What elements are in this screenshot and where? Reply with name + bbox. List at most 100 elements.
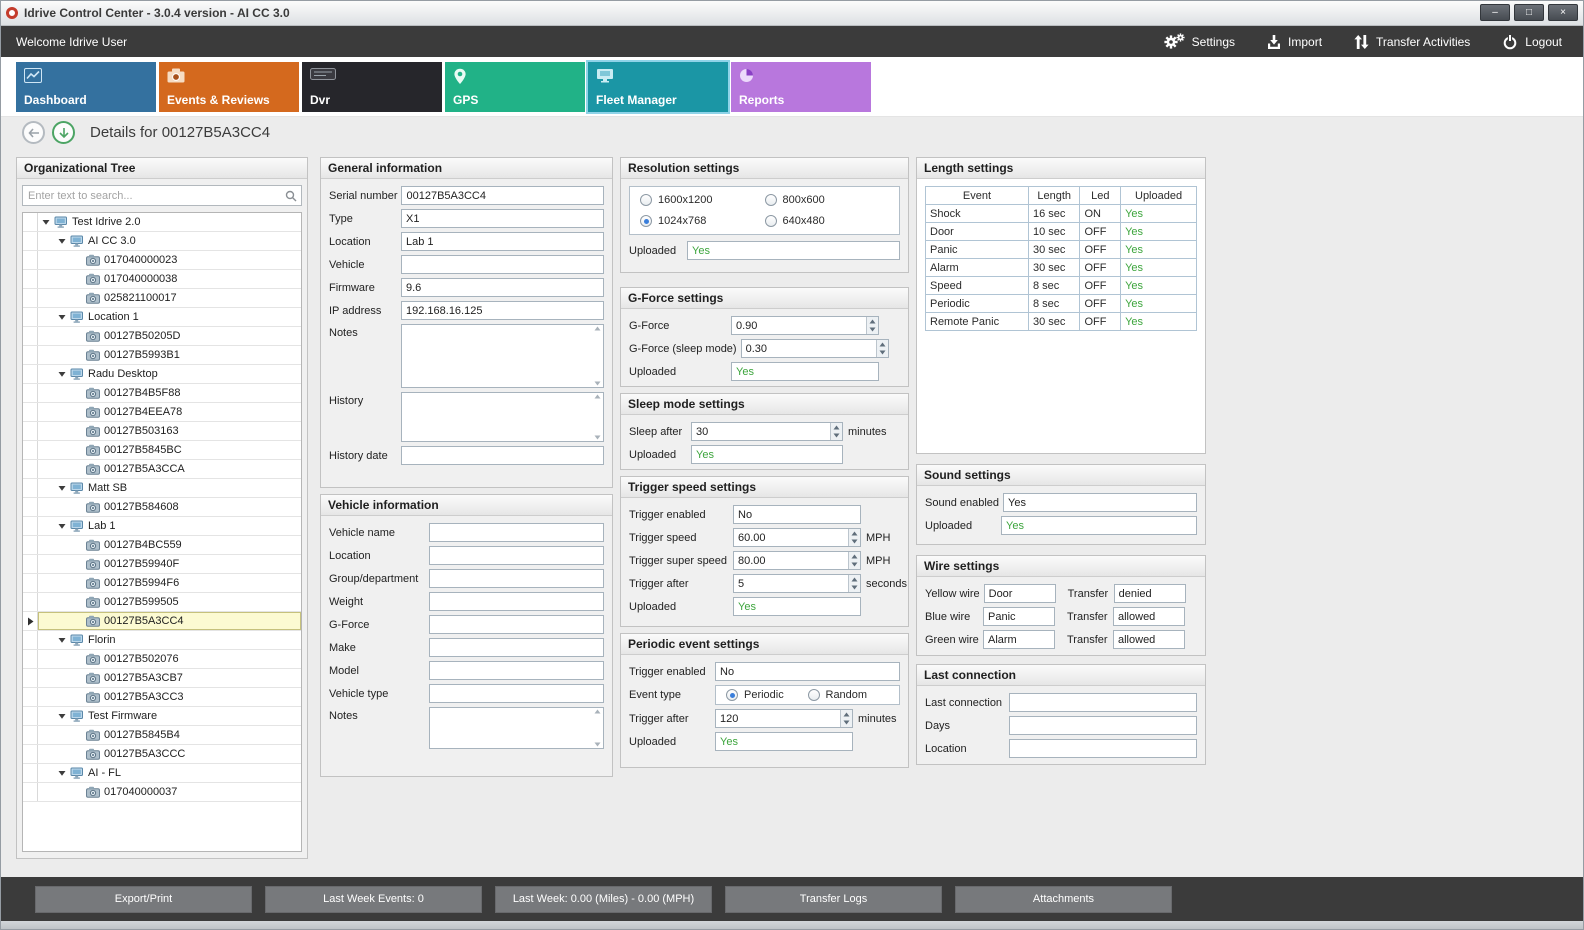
logout-button[interactable]: Logout	[1502, 34, 1562, 50]
tree-node[interactable]: 00127B5993B1	[23, 346, 301, 365]
tree-node[interactable]: AI CC 3.0	[23, 232, 301, 251]
periodic-after-input[interactable]	[715, 709, 853, 728]
tree-node[interactable]: 017040000023	[23, 251, 301, 270]
expand-collapse-icon[interactable]	[42, 218, 50, 226]
length-table-row[interactable]: Alarm 30 sec OFF Yes	[925, 258, 1197, 277]
firmware-input[interactable]	[401, 278, 604, 297]
length-table-row[interactable]: Panic 30 sec OFF Yes	[925, 240, 1197, 259]
tree-node[interactable]: 00127B5A3CB7	[23, 669, 301, 688]
history-textarea[interactable]	[401, 392, 604, 442]
radio-random[interactable]: Random	[807, 689, 890, 701]
tree-node[interactable]: 017040000038	[23, 270, 301, 289]
tree-node[interactable]: Radu Desktop	[23, 365, 301, 384]
trigger-enabled-input[interactable]	[733, 505, 861, 524]
days-input[interactable]	[1009, 716, 1197, 735]
notes-textarea[interactable]	[401, 324, 604, 388]
last-location-input[interactable]	[1009, 739, 1197, 758]
tree-node[interactable]: 00127B59940F	[23, 555, 301, 574]
sound-enabled-input[interactable]	[1003, 493, 1197, 512]
expand-collapse-icon[interactable]	[58, 313, 66, 321]
bottom-bar-button[interactable]: Transfer Logs	[725, 885, 942, 913]
expand-collapse-icon[interactable]	[58, 237, 66, 245]
vehicle-location-input[interactable]	[429, 546, 604, 565]
expand-collapse-icon[interactable]	[58, 636, 66, 644]
length-table-row[interactable]: Speed 8 sec OFF Yes	[925, 276, 1197, 295]
gforce-input[interactable]	[731, 316, 879, 335]
location-input[interactable]	[401, 232, 604, 251]
expand-collapse-icon[interactable]	[58, 769, 66, 777]
periodic-enabled-input[interactable]	[715, 662, 900, 681]
tile-dvr[interactable]: Dvr	[302, 62, 442, 112]
wire-event-input[interactable]	[983, 607, 1055, 626]
wire-transfer-input[interactable]	[1113, 630, 1185, 649]
serial-number-input[interactable]	[401, 186, 604, 205]
expand-collapse-icon[interactable]	[58, 522, 66, 530]
bottom-bar-button[interactable]: Last Week Events: 0	[265, 885, 482, 913]
sound-uploaded-input[interactable]	[1001, 516, 1197, 535]
spin-buttons[interactable]	[848, 552, 860, 569]
tree-node[interactable]: 00127B5994F6	[23, 574, 301, 593]
tree-node[interactable]: 00127B5845B4	[23, 726, 301, 745]
tree-node[interactable]: 00127B502076	[23, 650, 301, 669]
spin-buttons[interactable]	[848, 529, 860, 546]
settings-button[interactable]: Settings	[1163, 33, 1235, 50]
tree-node[interactable]: Florin	[23, 631, 301, 650]
sleep-uploaded-input[interactable]	[691, 445, 843, 464]
spin-buttons[interactable]	[866, 317, 878, 334]
close-button[interactable]: ×	[1548, 4, 1578, 21]
maximize-button[interactable]: □	[1514, 4, 1544, 21]
trigger-uploaded-input[interactable]	[733, 597, 861, 616]
tree-node[interactable]: 00127B503163	[23, 422, 301, 441]
tree-node[interactable]: Test Idrive 2.0	[23, 213, 301, 232]
tile-events-reviews[interactable]: Events & Reviews	[159, 62, 299, 112]
trigger-after-input[interactable]	[733, 574, 861, 593]
expand-collapse-icon[interactable]	[58, 370, 66, 378]
ip-address-input[interactable]	[401, 301, 604, 320]
tree-node[interactable]: Test Firmware	[23, 707, 301, 726]
tree-node[interactable]: 00127B599505	[23, 593, 301, 612]
history-date-input[interactable]	[401, 446, 604, 465]
back-button[interactable]	[22, 121, 45, 144]
tree-node[interactable]: 00127B50205D	[23, 327, 301, 346]
tree-node[interactable]: 00127B4EEA78	[23, 403, 301, 422]
tile-fleet-manager[interactable]: Fleet Manager	[586, 60, 730, 114]
vehicle-name-input[interactable]	[429, 523, 604, 542]
tile-gps[interactable]: GPS	[445, 62, 585, 112]
trigger-super-speed-input[interactable]	[733, 551, 861, 570]
type-input[interactable]	[401, 209, 604, 228]
tree-node[interactable]: Location 1	[23, 308, 301, 327]
tree-node[interactable]: 00127B5A3CCC	[23, 745, 301, 764]
radio-1024x768[interactable]: 1024x768	[640, 215, 765, 227]
tree-node[interactable]: 00127B5845BC	[23, 441, 301, 460]
gforce-sleep-input[interactable]	[740, 339, 889, 358]
expand-collapse-icon[interactable]	[58, 712, 66, 720]
bottom-bar-button[interactable]: Attachments	[955, 885, 1172, 913]
wire-transfer-input[interactable]	[1113, 607, 1185, 626]
expand-collapse-icon[interactable]	[58, 484, 66, 492]
bottom-bar-button[interactable]: Export/Print	[35, 885, 252, 913]
bottom-bar-button[interactable]: Last Week: 0.00 (Miles) - 0.00 (MPH)	[495, 885, 712, 913]
model-input[interactable]	[429, 661, 604, 680]
radio-1600x1200[interactable]: 1600x1200	[640, 194, 765, 206]
tree-node[interactable]: Matt SB	[23, 479, 301, 498]
minimize-button[interactable]: –	[1480, 4, 1510, 21]
periodic-uploaded-input[interactable]	[715, 732, 853, 751]
radio-640x480[interactable]: 640x480	[764, 215, 890, 227]
transfer-activities-button[interactable]: Transfer Activities	[1354, 34, 1470, 50]
import-button[interactable]: Import	[1267, 34, 1322, 50]
vehicle-type-input[interactable]	[429, 684, 604, 703]
spin-buttons[interactable]	[840, 710, 852, 727]
spin-buttons[interactable]	[875, 340, 888, 357]
spin-buttons[interactable]	[830, 423, 842, 440]
gforce-uploaded-input[interactable]	[731, 362, 879, 381]
tile-dashboard[interactable]: Dashboard	[16, 62, 156, 112]
resolution-uploaded-input[interactable]	[687, 241, 900, 260]
wire-transfer-input[interactable]	[1113, 584, 1186, 603]
make-input[interactable]	[429, 638, 604, 657]
tree-node[interactable]: 025821100017	[23, 289, 301, 308]
trigger-speed-input[interactable]	[733, 528, 861, 547]
tree-node[interactable]: Lab 1	[23, 517, 301, 536]
length-table-row[interactable]: Periodic 8 sec OFF Yes	[925, 294, 1197, 313]
tree-node[interactable]: 00127B584608	[23, 498, 301, 517]
download-button[interactable]	[52, 121, 75, 144]
